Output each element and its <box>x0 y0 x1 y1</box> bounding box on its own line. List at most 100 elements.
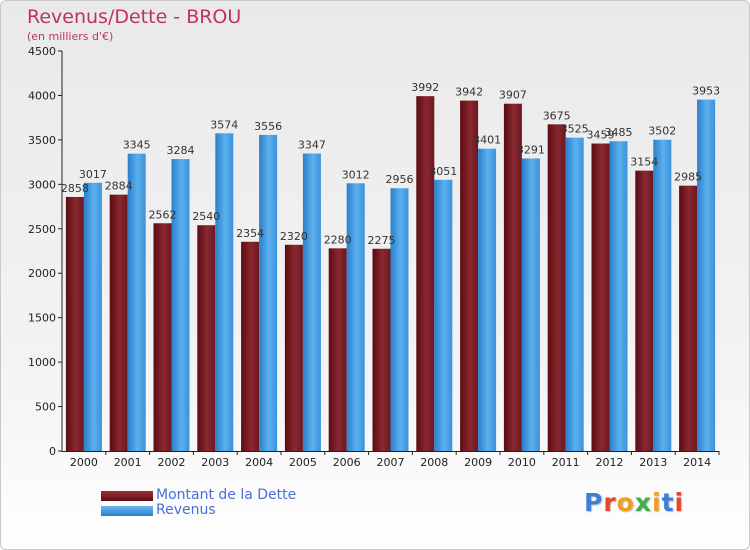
bar-revenus <box>302 153 321 451</box>
value-label-dette: 3459 <box>587 129 615 142</box>
bar-dette <box>547 124 566 451</box>
y-tick-label: 1000 <box>28 356 56 369</box>
bar-dette <box>503 103 522 451</box>
bar-revenus <box>346 183 365 451</box>
logo-letter: i <box>652 488 662 517</box>
bar-revenus <box>259 134 278 451</box>
value-label-dette: 3992 <box>411 81 439 94</box>
value-label-dette: 2275 <box>368 234 396 247</box>
y-tick-label: 1500 <box>28 312 56 325</box>
value-label-dette: 3907 <box>499 89 527 102</box>
logo-letter: t <box>661 488 675 517</box>
value-label-dette: 2884 <box>105 180 133 193</box>
bar-revenus <box>434 179 453 452</box>
x-tick-label: 2014 <box>683 456 711 469</box>
value-label-dette: 2354 <box>236 227 264 240</box>
chart-subtitle: (en milliers d'€) <box>27 30 114 43</box>
bar-dette <box>109 194 128 451</box>
x-tick-label: 2013 <box>639 456 667 469</box>
logo-letter: P <box>584 488 604 517</box>
legend-swatch-revenus <box>101 506 153 516</box>
bar-revenus <box>697 99 716 451</box>
value-label-revenus: 3502 <box>648 125 676 138</box>
value-label-revenus: 3485 <box>605 126 633 139</box>
value-label-dette: 3942 <box>455 86 483 99</box>
value-label-revenus: 3017 <box>79 168 107 181</box>
value-label-dette: 3154 <box>630 156 658 169</box>
value-label-revenus: 3347 <box>298 138 326 151</box>
bar-revenus <box>83 182 102 452</box>
value-label-revenus: 3556 <box>254 120 282 133</box>
proxiti-logo: Proxiti <box>584 488 684 517</box>
y-tick-label: 500 <box>35 401 56 414</box>
logo-letter: x <box>634 488 652 517</box>
value-label-revenus: 2956 <box>386 173 414 186</box>
x-tick-label: 2007 <box>377 456 405 469</box>
value-label-dette: 2540 <box>192 210 220 223</box>
value-label-revenus: 3401 <box>473 134 501 147</box>
bar-dette <box>65 196 84 451</box>
x-tick-label: 2001 <box>114 456 142 469</box>
value-label-dette: 2280 <box>324 233 352 246</box>
x-tick-label: 2009 <box>464 456 492 469</box>
chart-bars <box>65 96 716 452</box>
bar-dette <box>284 244 303 451</box>
y-tick-label: 0 <box>49 445 56 458</box>
bar-dette <box>153 223 172 451</box>
value-label-dette: 3675 <box>543 109 571 122</box>
x-tick-label: 2011 <box>552 456 580 469</box>
logo-letter: r <box>603 488 617 517</box>
legend-label-revenus: Revenus <box>156 502 216 518</box>
chart-value-labels: 2858 2884 2562 2540 2354 2320 2280 2275 3992 3942… <box>61 81 720 247</box>
value-label-revenus: 3953 <box>692 85 720 98</box>
x-tick-label: 2010 <box>508 456 536 469</box>
logo-letter: o <box>616 488 635 517</box>
bar-dette <box>416 96 435 452</box>
x-tick-label: 2003 <box>201 456 229 469</box>
chart-title: Revenus/Dette - BROU <box>27 6 242 28</box>
value-label-revenus: 3051 <box>429 165 457 178</box>
x-tick-label: 2006 <box>333 456 361 469</box>
y-tick-label: 4000 <box>28 89 56 102</box>
bar-revenus <box>653 139 672 451</box>
y-tick-label: 2500 <box>28 223 56 236</box>
value-label-revenus: 3525 <box>561 123 589 136</box>
bar-dette <box>328 248 347 451</box>
value-label-revenus: 3345 <box>123 139 151 152</box>
y-tick-label: 3500 <box>28 134 56 147</box>
bar-dette <box>372 248 391 451</box>
x-tick-label: 2002 <box>158 456 186 469</box>
x-tick-label: 2012 <box>596 456 624 469</box>
bar-revenus <box>171 159 190 452</box>
bar-revenus <box>215 133 234 452</box>
y-tick-label: 3000 <box>28 178 56 191</box>
y-tick-label: 2000 <box>28 267 56 280</box>
logo-letter: i <box>674 488 685 517</box>
value-label-dette: 2858 <box>61 182 89 195</box>
value-label-revenus: 3012 <box>342 168 370 181</box>
bar-dette <box>679 185 698 451</box>
x-tick-label: 2008 <box>420 456 448 469</box>
value-label-dette: 2985 <box>674 171 702 184</box>
bar-revenus <box>565 137 584 451</box>
bar-revenus <box>127 153 146 451</box>
bar-revenus <box>609 141 628 451</box>
x-tick-label: 2004 <box>245 456 273 469</box>
value-label-revenus: 3284 <box>167 144 195 157</box>
bar-dette <box>635 170 654 451</box>
legend-label-dette: Montant de la Dette <box>156 487 297 503</box>
value-label-revenus: 3291 <box>517 143 545 156</box>
bar-dette <box>197 225 216 451</box>
x-tick-label: 2000 <box>70 456 98 469</box>
value-label-revenus: 3574 <box>210 118 238 131</box>
x-tick-label: 2005 <box>289 456 317 469</box>
bar-revenus <box>478 148 497 451</box>
bar-dette <box>241 241 260 451</box>
bar-dette <box>591 143 610 452</box>
bar-revenus <box>390 188 409 451</box>
value-label-dette: 2562 <box>149 208 177 221</box>
bar-dette <box>460 100 479 451</box>
chart-axes: 0 500 1000 1500 2000 2500 3000 3500 4000 4500 2000… <box>28 45 720 469</box>
